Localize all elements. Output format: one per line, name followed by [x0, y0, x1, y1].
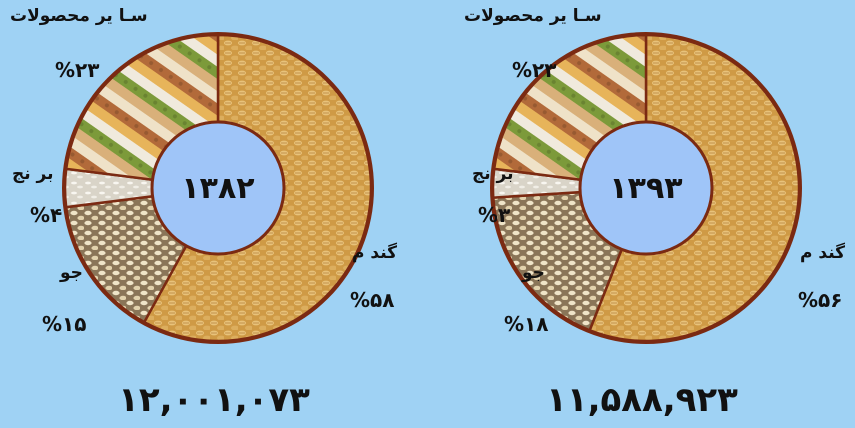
slice-pct-other: %۲۳ — [55, 58, 100, 82]
slice-label-barley: جو — [522, 263, 545, 283]
donut-center-year: ۱۳۸۲ — [181, 171, 254, 206]
slice-pct-barley: %۱۸ — [504, 312, 549, 336]
donut-center — [150, 120, 286, 256]
donut-center-year: ۱۳۹۳ — [609, 171, 682, 206]
slice-label-wheat: گند م — [800, 243, 846, 263]
chart-panel-1382: ۱۳۸۲ سـا یر محصولات %۲۳ بر نج %۴ جو %۱۵ … — [10, 6, 398, 420]
slice-pct-other: %۲۳ — [512, 58, 557, 82]
slice-pct-wheat: %۵۶ — [798, 288, 843, 312]
production-total: ۱۲,۰۰۱,۰۷۳ — [118, 380, 310, 420]
slice-pct-rice: %۳ — [478, 203, 511, 227]
slice-label-other: سـا یر محصولات — [10, 6, 148, 26]
slice-label-rice: بر نج — [12, 164, 54, 184]
slice-label-barley: جو — [60, 263, 83, 283]
slice-pct-barley: %۱۵ — [42, 312, 87, 336]
slice-pct-rice: %۴ — [30, 203, 63, 227]
slice-label-other: سـا یر محصولات — [464, 6, 602, 26]
donut-chart: ۱۳۸۲ — [62, 32, 374, 344]
slice-label-wheat: گند م — [352, 243, 398, 263]
donut-chart: ۱۳۹۳ — [490, 32, 802, 344]
chart-panel-1393: ۱۳۹۳ سـا یر محصولات %۲۳ بر نج %۳ جو %۱۸ … — [428, 0, 855, 428]
slice-pct-wheat: %۵۸ — [350, 288, 395, 312]
donut-center — [578, 120, 714, 256]
slice-label-rice: بر نج — [472, 164, 514, 184]
production-total: ۱۱,۵۸۸,۹۲۳ — [546, 380, 738, 420]
